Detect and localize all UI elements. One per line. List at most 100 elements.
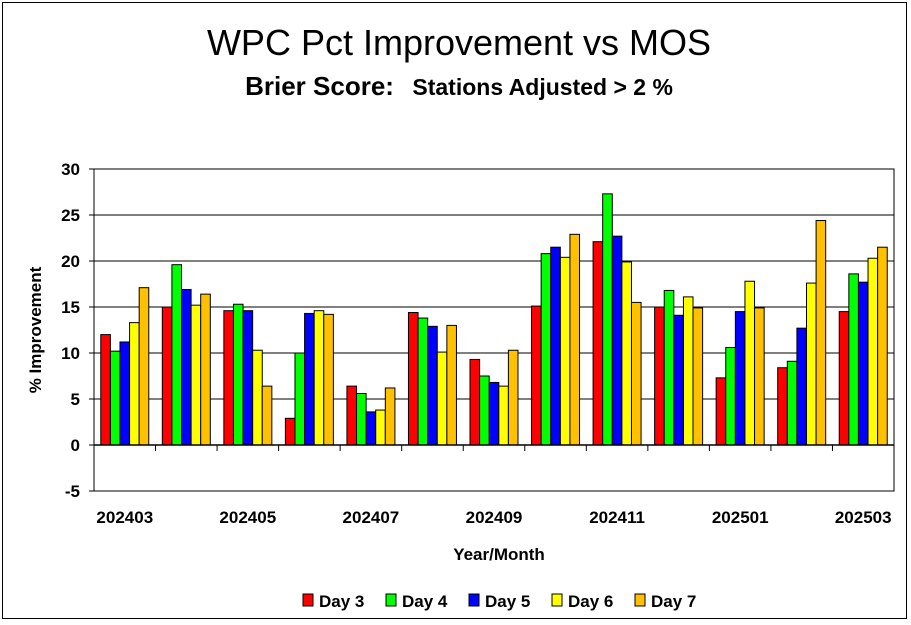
bar-day-5 <box>304 312 315 446</box>
bar-day-7 <box>815 220 827 446</box>
chart-title: WPC Pct Improvement vs MOS <box>207 22 711 63</box>
bar-day-3 <box>715 377 727 446</box>
bar-day-6 <box>682 296 694 446</box>
bar-day-3 <box>469 358 481 446</box>
legend-label: Day 5 <box>485 592 530 611</box>
x-tick-label: 202503 <box>835 508 892 527</box>
legend-swatch-day-7 <box>634 593 646 607</box>
bar-day-5 <box>365 411 377 446</box>
bar-day-5 <box>611 235 623 446</box>
bar-day-6 <box>805 282 817 446</box>
bar-day-3 <box>654 306 665 446</box>
bar-day-3 <box>161 306 173 446</box>
bar-day-7 <box>138 287 150 446</box>
bar-day-4 <box>479 375 490 446</box>
bar-day-4 <box>786 360 798 446</box>
bar-day-6 <box>621 261 632 446</box>
subtitle-suffix: Stations Adjusted > 2 % <box>412 74 673 100</box>
legend-swatch-day-3 <box>302 593 314 607</box>
bar-day-5 <box>181 289 192 446</box>
legend-swatch-day-4 <box>385 593 397 607</box>
y-axis-label: % Improvement <box>26 266 45 393</box>
bar-day-7 <box>384 387 396 446</box>
bar-day-3 <box>838 311 850 446</box>
bar-day-6 <box>436 351 448 446</box>
bar-day-5 <box>857 281 869 446</box>
axes <box>93 168 895 492</box>
bar-day-3 <box>531 305 542 446</box>
legend: Day 3 Day 4 Day 5 Day 6 Day 7 <box>302 592 696 611</box>
bar-day-7 <box>446 324 457 446</box>
bar-day-5 <box>119 341 131 446</box>
y-tick-label: 30 <box>61 160 80 179</box>
bar-day-4 <box>540 253 552 446</box>
bar-day-6 <box>190 304 202 446</box>
legend-swatch-day-5 <box>468 593 480 607</box>
bar-day-4 <box>417 317 429 446</box>
x-tick-label: 202501 <box>712 508 769 527</box>
bar-day-7 <box>507 349 519 446</box>
bar-day-5 <box>734 311 746 446</box>
bar-day-3 <box>407 312 419 446</box>
bar-day-5 <box>550 246 561 446</box>
y-tick-label: -5 <box>65 482 80 501</box>
y-tick-label: 10 <box>61 344 80 363</box>
chart-subtitle: Brier Score: Stations Adjusted > 2 % <box>245 71 673 101</box>
bars <box>100 193 888 446</box>
bar-day-7 <box>877 246 888 446</box>
bar-day-5 <box>673 314 684 446</box>
bar-chart: WPC Pct Improvement vs MOS Brier Score: … <box>26 22 895 611</box>
bar-day-7 <box>200 293 211 446</box>
bar-day-6 <box>252 349 263 446</box>
bar-day-7 <box>754 307 765 446</box>
bar-day-4 <box>602 193 613 446</box>
bar-day-4 <box>109 350 121 446</box>
legend-label: Day 3 <box>319 592 364 611</box>
bar-day-5 <box>488 381 500 446</box>
bar-day-4 <box>725 346 736 446</box>
legend-label: Day 4 <box>402 592 448 611</box>
y-tick-label: 20 <box>61 252 80 271</box>
bar-day-6 <box>129 322 140 446</box>
bar-day-6 <box>498 385 509 446</box>
bar-day-3 <box>284 417 296 446</box>
subtitle-prefix: Brier Score: <box>245 71 394 101</box>
bar-day-3 <box>346 385 358 446</box>
bar-day-6 <box>375 409 386 446</box>
bar-day-4 <box>663 289 675 446</box>
plot-border <box>93 168 895 492</box>
bar-day-7 <box>261 385 273 446</box>
y-tick-labels: 30 25 20 15 10 5 0 -5 <box>61 160 80 501</box>
bar-day-6 <box>744 280 756 446</box>
y-tick-label: 5 <box>71 390 80 409</box>
bar-day-3 <box>100 334 111 446</box>
bar-day-6 <box>867 257 879 446</box>
x-tick-label: 202407 <box>343 508 400 527</box>
x-tick-label: 202411 <box>589 508 645 527</box>
bar-day-3 <box>592 241 604 446</box>
y-tick-label: 25 <box>61 206 80 225</box>
bar-day-7 <box>692 307 704 446</box>
bar-day-4 <box>294 352 306 446</box>
x-tick-label: 202403 <box>96 508 153 527</box>
x-tick-labels: 202403 202405 202407 202409 202411 202501 2025… <box>96 508 891 527</box>
legend-label: Day 7 <box>651 592 696 611</box>
y-tick-label: 15 <box>61 298 80 317</box>
x-tick-label: 202409 <box>466 508 523 527</box>
bar-day-4 <box>848 273 859 446</box>
bar-day-4 <box>356 392 367 446</box>
bar-day-7 <box>630 301 642 446</box>
bar-day-4 <box>232 303 244 446</box>
bar-day-5 <box>427 325 438 446</box>
x-tick-label: 202405 <box>219 508 276 527</box>
legend-swatch-day-6 <box>551 593 563 607</box>
bar-day-5 <box>242 310 254 446</box>
y-tick-label: 0 <box>71 436 80 455</box>
bar-day-6 <box>313 310 325 446</box>
bar-day-4 <box>171 264 183 446</box>
bar-day-5 <box>796 327 807 446</box>
bar-day-6 <box>559 256 571 446</box>
legend-label: Day 6 <box>568 592 613 611</box>
bar-day-7 <box>323 313 334 446</box>
